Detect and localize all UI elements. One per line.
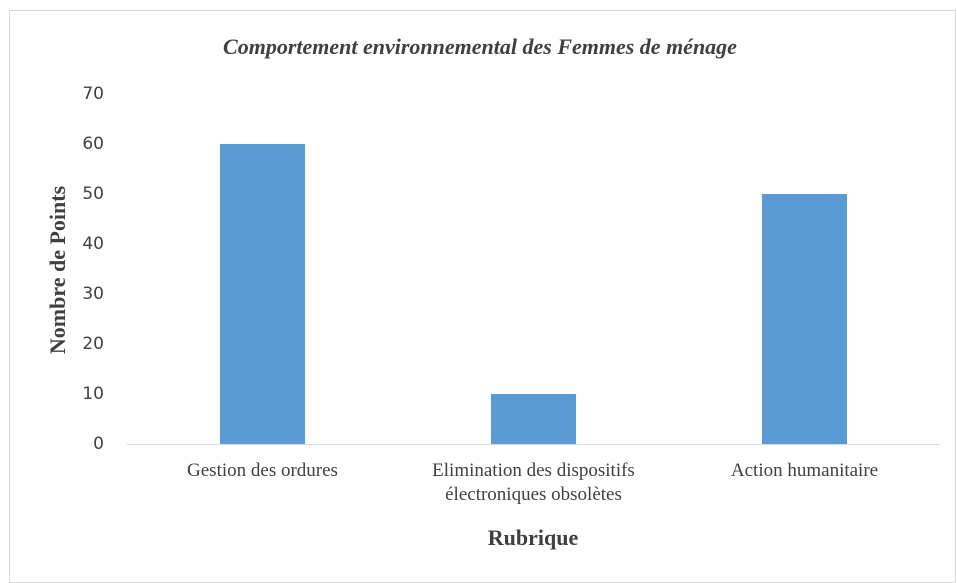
y-axis-label: Nombre de Points (45, 185, 70, 354)
bar (219, 144, 306, 444)
y-tick-label: 30 (82, 284, 104, 304)
x-tick-label: Elimination des dispositifs électronique… (432, 460, 635, 505)
bar (761, 194, 848, 444)
y-tick-label: 20 (82, 334, 104, 354)
x-tick-label: Action humanitaire (730, 460, 879, 481)
chart-title: Comportement environnemental des Femmes … (223, 34, 737, 59)
y-tick-label: 50 (82, 184, 104, 204)
x-tick-label: Gestion des ordures (187, 460, 338, 481)
y-tick-label: 70 (82, 84, 104, 104)
x-axis-label: Rubrique (488, 525, 579, 550)
bar (490, 394, 577, 444)
y-tick-label: 40 (82, 234, 104, 254)
y-tick-label: 10 (82, 384, 104, 404)
y-tick-label: 60 (82, 134, 104, 154)
y-tick-label: 0 (93, 434, 104, 454)
